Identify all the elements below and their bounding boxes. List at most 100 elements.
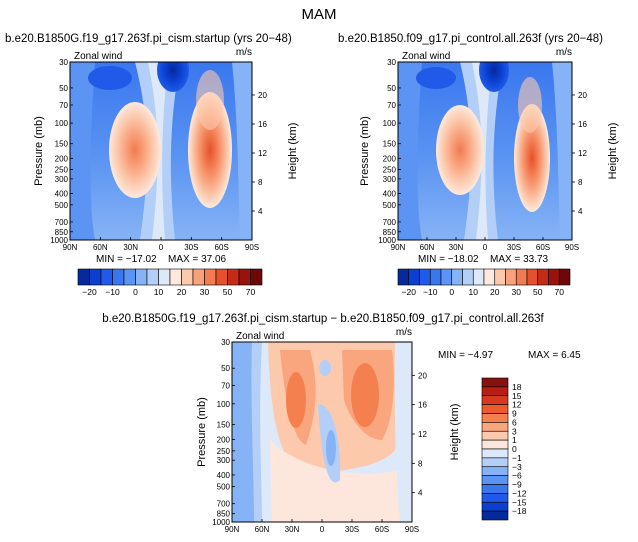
panel-a-max: MAX = 37.06 [168,254,227,265]
x-tick-label: 30N [449,243,464,252]
y-tick-label: 100 [55,119,69,128]
height-tick-label: 8 [258,178,263,187]
x-tick-label: 90N [391,243,406,252]
panel-a-field [70,62,252,240]
colorbar-label: 70 [555,287,565,297]
panel-b-field [398,62,572,240]
panel-a: b.e20.B1850G.f19_g17.263f.pi_cism.startu… [5,33,299,297]
colorbar-box [472,268,485,286]
colorbar-box [481,439,509,450]
x-tick-label: 60S [215,243,229,252]
colorbar-label: −10 [423,287,438,297]
colorbar-box [451,268,463,286]
colorbar-label: 50 [223,287,233,297]
height-tick-label: 16 [578,120,587,129]
x-tick-label: 90N [225,525,240,534]
height-tick-label: 16 [418,401,427,410]
panel-c-max: MAX = 6.45 [528,350,581,361]
height-tick-label: 20 [418,371,427,380]
y-tick-label: 850 [217,510,231,519]
colorbar-label: 9 [512,409,517,419]
height-tick-label: 12 [418,430,427,439]
height-tick-label: 12 [258,149,267,158]
height-tick-label: 4 [418,489,423,498]
y-tick-label: 1000 [50,236,68,245]
colorbar-box [481,448,509,459]
height-tick-label: 4 [578,207,583,216]
colorbar-label: 30 [200,287,210,297]
panel-a-title: b.e20.B1850G.f19_g17.263f.pi_cism.startu… [5,33,292,45]
panel-a-ylabel: Pressure (mb) [33,116,45,186]
height-tick-label: 12 [578,149,587,158]
y-tick-label: 50 [221,364,230,373]
colorbar-box [481,510,509,521]
colorbar-label: −20 [82,287,97,297]
y-tick-label: 250 [217,447,231,456]
colorbar-box [481,377,509,388]
panel-c-min: MIN = −4.97 [438,350,493,361]
y-tick-label: 1000 [212,518,230,527]
y-tick-label: 200 [383,154,397,163]
colorbar-box [169,268,182,286]
colorbar-label: 70 [246,287,256,297]
colorbar-box [548,268,560,286]
x-tick-label: 30N [123,243,138,252]
colorbar-label: 12 [512,400,522,410]
x-tick-label: 90S [245,243,259,252]
colorbar-box [515,268,528,286]
panel-a-units: m/s [236,47,252,58]
height-tick-label: 8 [578,178,583,187]
colorbar-box [481,395,509,405]
x-tick-label: 90S [565,243,579,252]
y-tick-label: 30 [387,58,396,67]
colorbar-box [481,457,509,468]
x-tick-label: 60N [420,243,435,252]
y-tick-label: 300 [383,175,397,184]
y-tick-label: 70 [59,101,68,110]
x-tick-label: 30S [184,243,198,252]
colorbar-label: 18 [512,382,522,392]
y-tick-label: 150 [383,140,397,149]
y-tick-label: 70 [387,101,396,110]
x-tick-label: 60N [255,525,270,534]
colorbar-box [112,268,125,286]
colorbar-box [397,268,410,286]
colorbar-label: 0 [512,444,517,454]
panel-c-units: m/s [396,327,412,338]
x-tick-label: 60N [93,243,108,252]
y-tick-label: 50 [387,84,396,93]
colorbar-box [408,268,420,286]
y-tick-label: 50 [59,84,68,93]
x-tick-label: 0 [483,243,488,252]
colorbar-label: 10 [469,287,479,297]
panel-b-ylabel: Pressure (mb) [359,116,371,186]
colorbar-box [558,268,571,286]
colorbar-box [481,475,509,485]
colorbar-label: 0 [449,287,454,297]
colorbar-box [238,268,251,286]
colorbar-label: 0 [133,287,138,297]
colorbar-box [419,268,431,286]
height-tick-label: 8 [418,459,423,468]
colorbar-label: 15 [512,391,522,401]
panel-a-colorbar: −20 −10 0 10 20 30 50 70 [77,268,263,297]
colorbar-box [250,268,263,286]
y-tick-label: 150 [55,140,69,149]
panel-b-min: MIN = −18.02 [418,254,479,265]
panel-c: b.e20.B1850G.f19_g17.263f.pi_cism.startu… [102,313,581,534]
colorbar-box [77,268,90,286]
colorbar-box [227,268,240,286]
y-tick-label: 100 [383,119,397,128]
figure-title: MAM [302,6,337,23]
y-tick-label: 250 [383,166,397,175]
y-tick-label: 1000 [378,236,396,245]
colorbar-box [537,268,549,286]
y-tick-label: 850 [55,228,69,237]
colorbar-label: −6 [512,471,522,481]
y-tick-label: 850 [383,228,397,237]
colorbar-box [481,404,509,414]
colorbar-box [481,466,509,476]
colorbar-box [481,430,509,441]
